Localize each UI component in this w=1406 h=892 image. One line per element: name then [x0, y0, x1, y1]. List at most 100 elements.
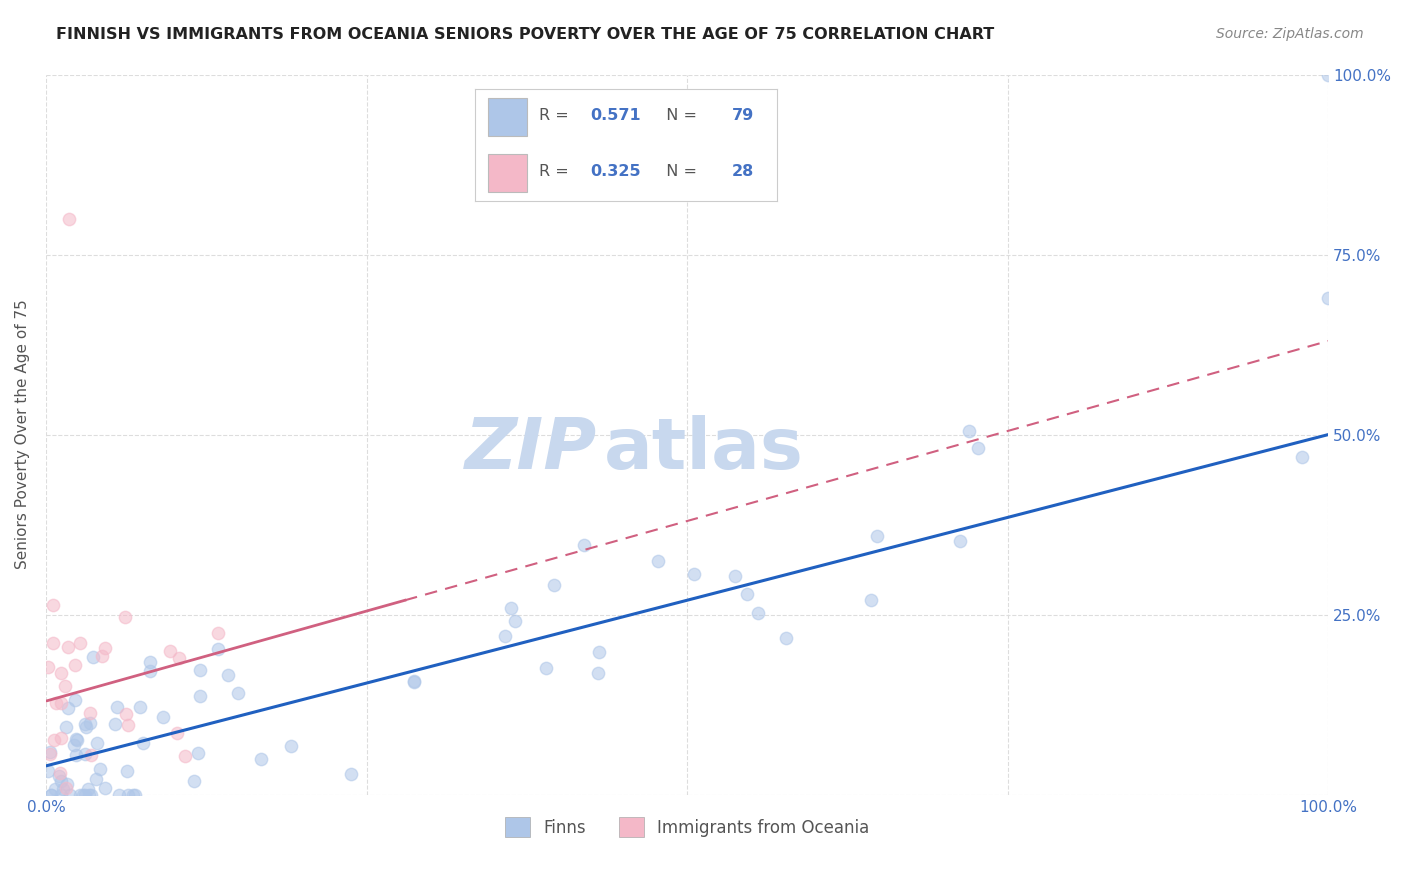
Point [108, 788, 131, 802]
Legend: Finns, Immigrants from Oceania: Finns, Immigrants from Oceania [498, 810, 876, 844]
Point [51, 697, 73, 711]
Point [503, 614, 526, 628]
Point [139, 664, 162, 678]
Point [39, 745, 62, 759]
Point [250, 752, 273, 766]
Point [44, 732, 66, 747]
Point [42, 599, 65, 613]
Point [152, 709, 174, 723]
Point [76, 781, 98, 796]
Point [37, 764, 59, 779]
Text: FINNISH VS IMMIGRANTS FROM OCEANIA SENIORS POVERTY OVER THE AGE OF 75 CORRELATIO: FINNISH VS IMMIGRANTS FROM OCEANIA SENIO… [56, 27, 994, 42]
Point [39, 788, 62, 802]
Point [73, 717, 96, 731]
Point [543, 577, 565, 591]
Point [65, 747, 87, 762]
Point [63, 657, 86, 672]
Point [735, 587, 758, 601]
Point [574, 538, 596, 552]
Point [586, 665, 609, 680]
Point [280, 739, 302, 753]
Point [124, 788, 146, 802]
Point [55, 780, 77, 795]
Point [949, 534, 972, 549]
Point [53, 679, 76, 693]
Point [647, 554, 669, 568]
Point [39, 788, 62, 802]
Point [966, 441, 988, 455]
Point [42, 636, 65, 650]
Point [91, 648, 114, 663]
Point [49, 731, 72, 745]
Point [1317, 68, 1340, 82]
Point [94, 640, 117, 655]
Point [69, 636, 91, 650]
Point [94, 780, 117, 795]
Point [86, 735, 108, 749]
Point [775, 631, 797, 645]
Point [105, 700, 128, 714]
Point [501, 600, 523, 615]
Point [402, 673, 425, 688]
Point [169, 650, 191, 665]
Point [58, 211, 80, 226]
Point [79, 715, 101, 730]
Point [188, 663, 211, 677]
Point [63, 693, 86, 707]
Point [82, 650, 104, 665]
Point [494, 629, 516, 643]
Point [69, 788, 91, 802]
Point [159, 644, 181, 658]
Point [66, 733, 89, 747]
Point [682, 567, 704, 582]
Point [139, 655, 162, 669]
Point [56, 700, 79, 714]
Point [536, 660, 558, 674]
Point [132, 736, 155, 750]
Point [339, 767, 361, 781]
Point [73, 788, 96, 802]
Point [1291, 450, 1313, 465]
Point [207, 642, 229, 657]
Point [724, 568, 747, 582]
Point [75, 747, 97, 761]
Point [1317, 291, 1340, 305]
Point [117, 718, 139, 732]
Point [48, 769, 70, 783]
Point [51, 773, 73, 788]
Point [187, 747, 209, 761]
Point [121, 788, 143, 802]
Point [55, 720, 77, 734]
Point [117, 788, 139, 802]
Point [166, 726, 188, 740]
Point [89, 763, 111, 777]
Point [72, 788, 94, 802]
Point [79, 748, 101, 763]
Point [217, 668, 239, 682]
Point [402, 674, 425, 689]
Point [79, 706, 101, 720]
Point [65, 732, 87, 747]
Point [183, 774, 205, 789]
Point [44, 782, 66, 797]
Point [84, 772, 107, 786]
Point [117, 764, 139, 778]
Point [77, 788, 100, 802]
Point [866, 529, 889, 543]
Point [188, 689, 211, 703]
Point [38, 747, 60, 761]
Point [37, 660, 59, 674]
Point [115, 706, 138, 721]
Point [860, 592, 883, 607]
Point [173, 748, 195, 763]
Point [75, 720, 97, 734]
Point [59, 788, 82, 802]
Point [58, 640, 80, 654]
Point [114, 610, 136, 624]
Text: Source: ZipAtlas.com: Source: ZipAtlas.com [1216, 27, 1364, 41]
Point [55, 777, 77, 791]
Point [588, 644, 610, 658]
Point [207, 626, 229, 640]
Point [957, 424, 980, 438]
Point [128, 699, 150, 714]
